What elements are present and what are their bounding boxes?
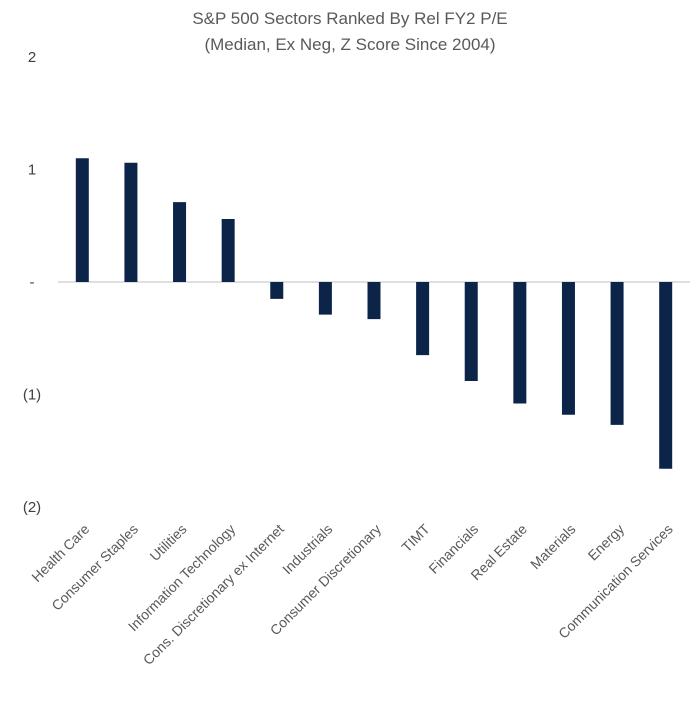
- y-tick-label: -: [30, 274, 35, 291]
- x-tick-label: Materials: [527, 521, 578, 572]
- bar: [124, 162, 138, 282]
- bar: [513, 282, 527, 404]
- y-tick-label: (2): [23, 499, 41, 516]
- bar: [221, 219, 235, 282]
- bar: [464, 282, 478, 381]
- bar: [659, 282, 673, 469]
- y-tick-label: 1: [28, 162, 36, 179]
- y-axis: 2 1 - (1) (2): [23, 49, 41, 516]
- bar: [610, 282, 624, 425]
- bar: [75, 158, 89, 282]
- bar: [318, 282, 332, 315]
- chart-subtitle: (Median, Ex Neg, Z Score Since 2004): [204, 35, 496, 54]
- y-tick-label: 2: [28, 49, 36, 66]
- bar: [416, 282, 430, 356]
- x-tick-label: Energy: [585, 521, 628, 564]
- bar: [173, 202, 187, 282]
- chart-title: S&P 500 Sectors Ranked By Rel FY2 P/E: [192, 9, 508, 28]
- bar: [270, 282, 284, 299]
- chart-title-block: S&P 500 Sectors Ranked By Rel FY2 P/E (M…: [0, 6, 700, 58]
- x-tick-label: Consumer Staples: [48, 521, 141, 614]
- x-tick-label: TIMT: [398, 520, 433, 555]
- x-tick-label: Utilities: [146, 521, 189, 564]
- bar: [367, 282, 381, 320]
- bar: [561, 282, 575, 415]
- y-tick-label: (1): [23, 387, 41, 404]
- bar-series: [75, 158, 673, 469]
